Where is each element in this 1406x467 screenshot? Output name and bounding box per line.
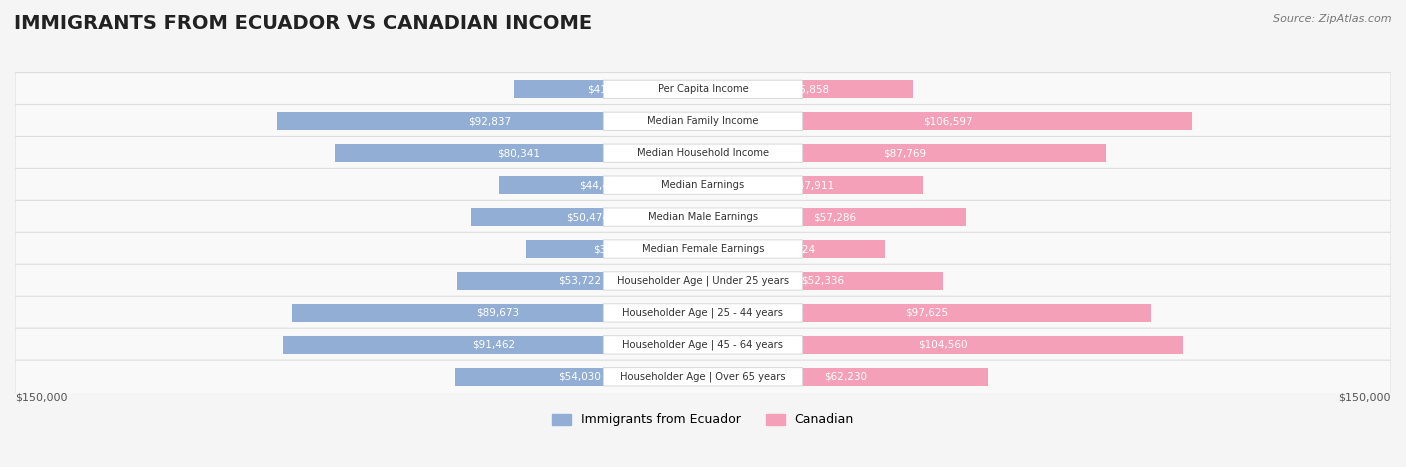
Text: $57,286: $57,286 <box>813 212 856 222</box>
FancyBboxPatch shape <box>703 80 914 98</box>
FancyBboxPatch shape <box>703 304 1150 322</box>
FancyBboxPatch shape <box>15 169 1391 202</box>
FancyBboxPatch shape <box>515 80 703 98</box>
Text: $45,858: $45,858 <box>786 84 830 94</box>
FancyBboxPatch shape <box>603 336 803 354</box>
FancyBboxPatch shape <box>703 368 988 386</box>
FancyBboxPatch shape <box>457 272 703 290</box>
Text: $80,341: $80,341 <box>498 148 540 158</box>
Text: $150,000: $150,000 <box>1339 393 1391 403</box>
FancyBboxPatch shape <box>603 144 803 162</box>
Text: $104,560: $104,560 <box>918 340 967 350</box>
FancyBboxPatch shape <box>277 113 703 130</box>
FancyBboxPatch shape <box>703 113 1192 130</box>
Text: Median Female Earnings: Median Female Earnings <box>641 244 765 254</box>
Text: $53,722: $53,722 <box>558 276 602 286</box>
Text: $47,911: $47,911 <box>792 180 834 190</box>
FancyBboxPatch shape <box>703 240 886 258</box>
Text: $89,673: $89,673 <box>475 308 519 318</box>
FancyBboxPatch shape <box>15 200 1391 234</box>
Text: IMMIGRANTS FROM ECUADOR VS CANADIAN INCOME: IMMIGRANTS FROM ECUADOR VS CANADIAN INCO… <box>14 14 592 33</box>
Text: Householder Age | Over 65 years: Householder Age | Over 65 years <box>620 372 786 382</box>
FancyBboxPatch shape <box>456 368 703 386</box>
FancyBboxPatch shape <box>603 240 803 258</box>
FancyBboxPatch shape <box>15 232 1391 266</box>
FancyBboxPatch shape <box>471 208 703 226</box>
FancyBboxPatch shape <box>284 336 703 354</box>
FancyBboxPatch shape <box>499 177 703 194</box>
Text: Householder Age | 45 - 64 years: Householder Age | 45 - 64 years <box>623 340 783 350</box>
Text: Median Male Earnings: Median Male Earnings <box>648 212 758 222</box>
Text: $50,474: $50,474 <box>565 212 609 222</box>
FancyBboxPatch shape <box>15 105 1391 138</box>
FancyBboxPatch shape <box>291 304 703 322</box>
Text: $62,230: $62,230 <box>824 372 868 382</box>
Text: $106,597: $106,597 <box>922 116 973 126</box>
Text: $87,769: $87,769 <box>883 148 925 158</box>
Text: $52,336: $52,336 <box>801 276 845 286</box>
Text: Median Earnings: Median Earnings <box>661 180 745 190</box>
FancyBboxPatch shape <box>603 112 803 130</box>
FancyBboxPatch shape <box>335 144 703 162</box>
Legend: Immigrants from Ecuador, Canadian: Immigrants from Ecuador, Canadian <box>547 409 859 432</box>
FancyBboxPatch shape <box>603 176 803 194</box>
Text: $97,625: $97,625 <box>905 308 949 318</box>
Text: $38,644: $38,644 <box>593 244 636 254</box>
FancyBboxPatch shape <box>15 296 1391 330</box>
FancyBboxPatch shape <box>603 304 803 322</box>
Text: $92,837: $92,837 <box>468 116 512 126</box>
FancyBboxPatch shape <box>15 360 1391 394</box>
Text: $91,462: $91,462 <box>471 340 515 350</box>
FancyBboxPatch shape <box>15 328 1391 361</box>
FancyBboxPatch shape <box>603 368 803 386</box>
FancyBboxPatch shape <box>603 208 803 226</box>
Text: $54,030: $54,030 <box>558 372 600 382</box>
Text: $39,724: $39,724 <box>772 244 815 254</box>
Text: Householder Age | Under 25 years: Householder Age | Under 25 years <box>617 276 789 286</box>
FancyBboxPatch shape <box>703 208 966 226</box>
Text: $44,462: $44,462 <box>579 180 623 190</box>
Text: Median Family Income: Median Family Income <box>647 116 759 126</box>
FancyBboxPatch shape <box>703 272 943 290</box>
FancyBboxPatch shape <box>703 336 1182 354</box>
Text: Per Capita Income: Per Capita Income <box>658 84 748 94</box>
FancyBboxPatch shape <box>15 136 1391 170</box>
FancyBboxPatch shape <box>603 80 803 99</box>
Text: Householder Age | 25 - 44 years: Householder Age | 25 - 44 years <box>623 308 783 318</box>
Text: $150,000: $150,000 <box>15 393 67 403</box>
Text: $41,195: $41,195 <box>586 84 630 94</box>
FancyBboxPatch shape <box>15 264 1391 297</box>
FancyBboxPatch shape <box>15 72 1391 106</box>
Text: Median Household Income: Median Household Income <box>637 148 769 158</box>
FancyBboxPatch shape <box>703 144 1105 162</box>
FancyBboxPatch shape <box>526 240 703 258</box>
FancyBboxPatch shape <box>703 177 922 194</box>
Text: Source: ZipAtlas.com: Source: ZipAtlas.com <box>1274 14 1392 24</box>
FancyBboxPatch shape <box>603 272 803 290</box>
